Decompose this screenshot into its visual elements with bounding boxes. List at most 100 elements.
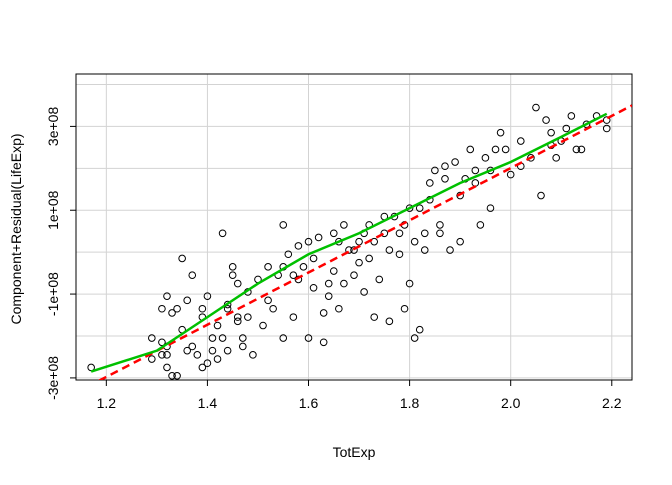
data-point [370, 237, 379, 246]
data-point [370, 313, 379, 321]
data-point [456, 191, 464, 200]
data-point [178, 254, 186, 263]
data-point [476, 221, 485, 229]
data-point [239, 334, 247, 342]
data-point [602, 124, 611, 133]
data-point [188, 342, 197, 351]
data-point [289, 313, 298, 321]
data-point [148, 334, 156, 342]
data-point [319, 309, 328, 317]
y-axis: -3e+08 -1e+08 1e+08 3e+08 [45, 107, 76, 400]
data-point [542, 116, 550, 124]
data-point [218, 334, 227, 342]
data-point [345, 246, 353, 254]
data-point [577, 145, 586, 154]
data-point [415, 204, 424, 212]
data-point [223, 304, 232, 313]
data-point [294, 242, 303, 250]
plot-frame [75, 73, 633, 381]
data-point [163, 363, 171, 372]
data-point [198, 304, 207, 313]
data-point [602, 116, 611, 124]
data-point [233, 317, 242, 326]
data-point [213, 321, 222, 330]
data-point [380, 229, 389, 238]
data-point [385, 246, 394, 254]
y-tick-label: -3e+08 [45, 356, 61, 400]
x-axis: 1.2 1.4 1.6 1.8 2.0 2.2 [97, 380, 622, 411]
grid-lines [76, 74, 632, 380]
y-tick-label: 3e+08 [45, 107, 61, 147]
data-point [289, 271, 298, 280]
data-point [163, 292, 171, 300]
data-point [183, 346, 191, 355]
data-point [279, 221, 288, 229]
data-point [456, 237, 464, 246]
data-point [324, 292, 333, 300]
x-tick-label: 2.0 [501, 395, 521, 411]
y-axis-label: Component+Residual(LifeExp) [8, 133, 24, 324]
data-point [572, 145, 581, 154]
data-point [506, 170, 515, 179]
data-point [173, 372, 181, 380]
data-point [350, 271, 358, 280]
data-point [486, 204, 495, 212]
data-point [481, 154, 490, 162]
x-tick-label: 1.4 [198, 395, 218, 411]
data-point [405, 204, 414, 212]
data-point [228, 271, 237, 280]
x-tick-label: 1.8 [400, 395, 420, 411]
data-point [218, 229, 227, 238]
data-point [375, 275, 384, 284]
data-point [208, 334, 217, 342]
data-point [244, 313, 252, 321]
data-point [239, 342, 247, 351]
data-point [446, 246, 454, 254]
data-point [148, 355, 156, 363]
data-point [314, 233, 323, 242]
data-point [264, 296, 272, 305]
data-point [527, 154, 535, 162]
data-point [193, 351, 202, 359]
fit-lines [90, 104, 632, 380]
data-point [173, 304, 181, 313]
data-point [279, 334, 288, 342]
data-point [203, 359, 212, 368]
data-point [466, 145, 475, 154]
data-point [335, 237, 343, 246]
data-point [441, 162, 449, 171]
data-point [329, 229, 338, 238]
data-point [213, 355, 222, 363]
data-point [360, 288, 368, 296]
data-point [420, 246, 429, 254]
smooth-fit-line [90, 112, 608, 373]
data-point [269, 304, 277, 313]
x-axis-label: TotExp [333, 444, 376, 460]
data-point [405, 279, 414, 288]
data-point [436, 221, 444, 229]
y-tick-label: 1e+08 [45, 190, 61, 230]
data-point [491, 145, 500, 154]
data-point [264, 263, 272, 271]
data-point [158, 338, 166, 347]
x-tick-label: 1.6 [299, 395, 319, 411]
data-point [198, 363, 207, 372]
data-point [436, 229, 444, 238]
data-point [517, 137, 525, 145]
data-point [309, 283, 318, 292]
data-point [552, 154, 560, 162]
data-point [233, 313, 242, 321]
data-point [385, 317, 394, 326]
data-point [168, 372, 176, 380]
data-point [168, 309, 176, 317]
data-point [340, 279, 348, 288]
data-point [496, 128, 505, 137]
data-point [304, 334, 313, 342]
data-point [329, 267, 338, 275]
data-point [163, 351, 171, 359]
data-point [431, 166, 439, 175]
data-point [415, 325, 424, 334]
data-point [249, 351, 257, 359]
